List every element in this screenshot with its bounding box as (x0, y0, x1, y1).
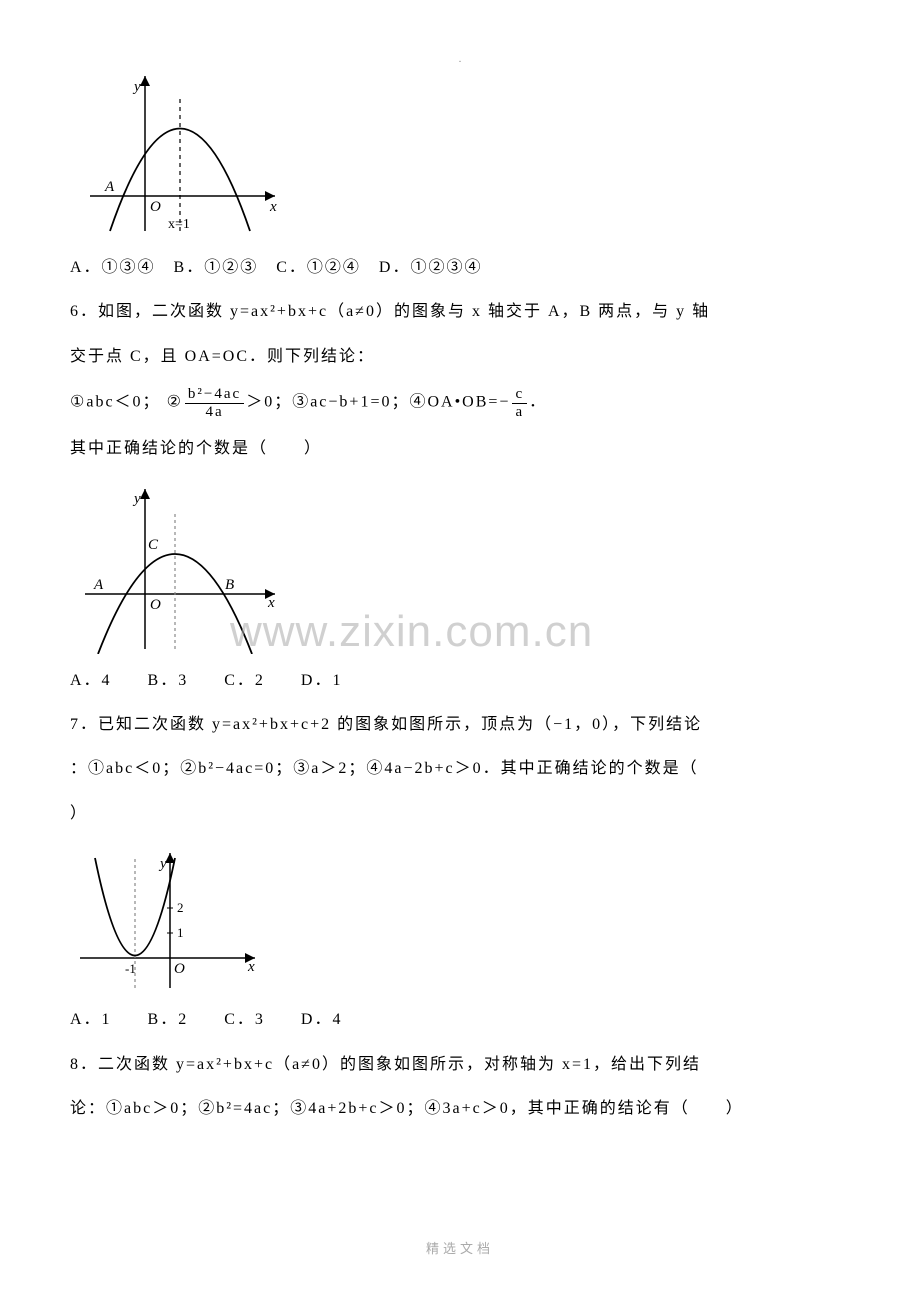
svg-text:y: y (132, 491, 141, 507)
q6-frac2: ca (512, 386, 527, 420)
q8-line1: 8．二次函数 y=ax²+bx+c（a≠0）的图象如图所示，对称轴为 x=1，给… (70, 1050, 850, 1080)
svg-text:y: y (158, 856, 167, 872)
q6-statements: ①abc＜0； ②b²−4ac4a＞0；③ac−b+1=0；④OA•OB=−ca… (70, 386, 850, 420)
svg-text:A: A (93, 577, 104, 593)
svg-text:O: O (150, 199, 161, 215)
q7-line2: ：①abc＜0；②b²−4ac=0；③a＞2；④4a−2b+c＞0．其中正确结论… (70, 754, 850, 784)
q6-mid: ＞0；③ac−b+1=0；④OA•OB=− (246, 394, 510, 411)
q6-graph: y x A B C O (70, 479, 850, 654)
q7-line1: 7．已知二次函数 y=ax²+bx+c+2 的图象如图所示，顶点为（−1，0），… (70, 710, 850, 740)
svg-text:y: y (132, 79, 141, 95)
svg-text:2: 2 (177, 900, 184, 915)
svg-text:x: x (269, 199, 277, 215)
q6-ask: 其中正确结论的个数是（ ） (70, 434, 850, 464)
q8-line2: 论：①abc＞0；②b²=4ac；③4a+2b+c＞0；④3a+c＞0，其中正确… (70, 1094, 850, 1124)
header-dot: . (0, 50, 920, 69)
page-footer: 精选文档 (0, 1237, 920, 1262)
q6-line2: 交于点 C，且 OA=OC．则下列结论： (70, 342, 850, 372)
q6-suffix: ． (529, 394, 547, 411)
svg-text:x: x (247, 959, 255, 975)
q6-stmt1: ①abc＜0； (70, 394, 161, 411)
svg-text:C: C (148, 537, 159, 553)
svg-text:1: 1 (177, 925, 184, 940)
svg-text:O: O (150, 597, 161, 613)
q6-circled2: ② (167, 394, 183, 411)
q7-options: A．1 B．2 C．3 D．4 (70, 1005, 850, 1035)
svg-text:B: B (225, 577, 234, 593)
svg-text:O: O (174, 961, 185, 977)
svg-text:-1: -1 (125, 961, 136, 976)
q6-frac1: b²−4ac4a (185, 386, 244, 420)
q6-line1: 6．如图，二次函数 y=ax²+bx+c（a≠0）的图象与 x 轴交于 A，B … (70, 297, 850, 327)
q7-line3: ） (70, 799, 850, 829)
q5-options: A．①③④ B．①②③ C．①②④ D．①②③④ (70, 253, 850, 283)
svg-text:x: x (267, 595, 275, 611)
q6-options: A．4 B．3 C．2 D．1 (70, 666, 850, 696)
q7-graph: 1 2 -1 y x O (70, 843, 850, 993)
q5-graph: y x A O x=1 (70, 66, 850, 241)
svg-text:x=1: x=1 (168, 217, 190, 232)
svg-text:A: A (104, 179, 115, 195)
